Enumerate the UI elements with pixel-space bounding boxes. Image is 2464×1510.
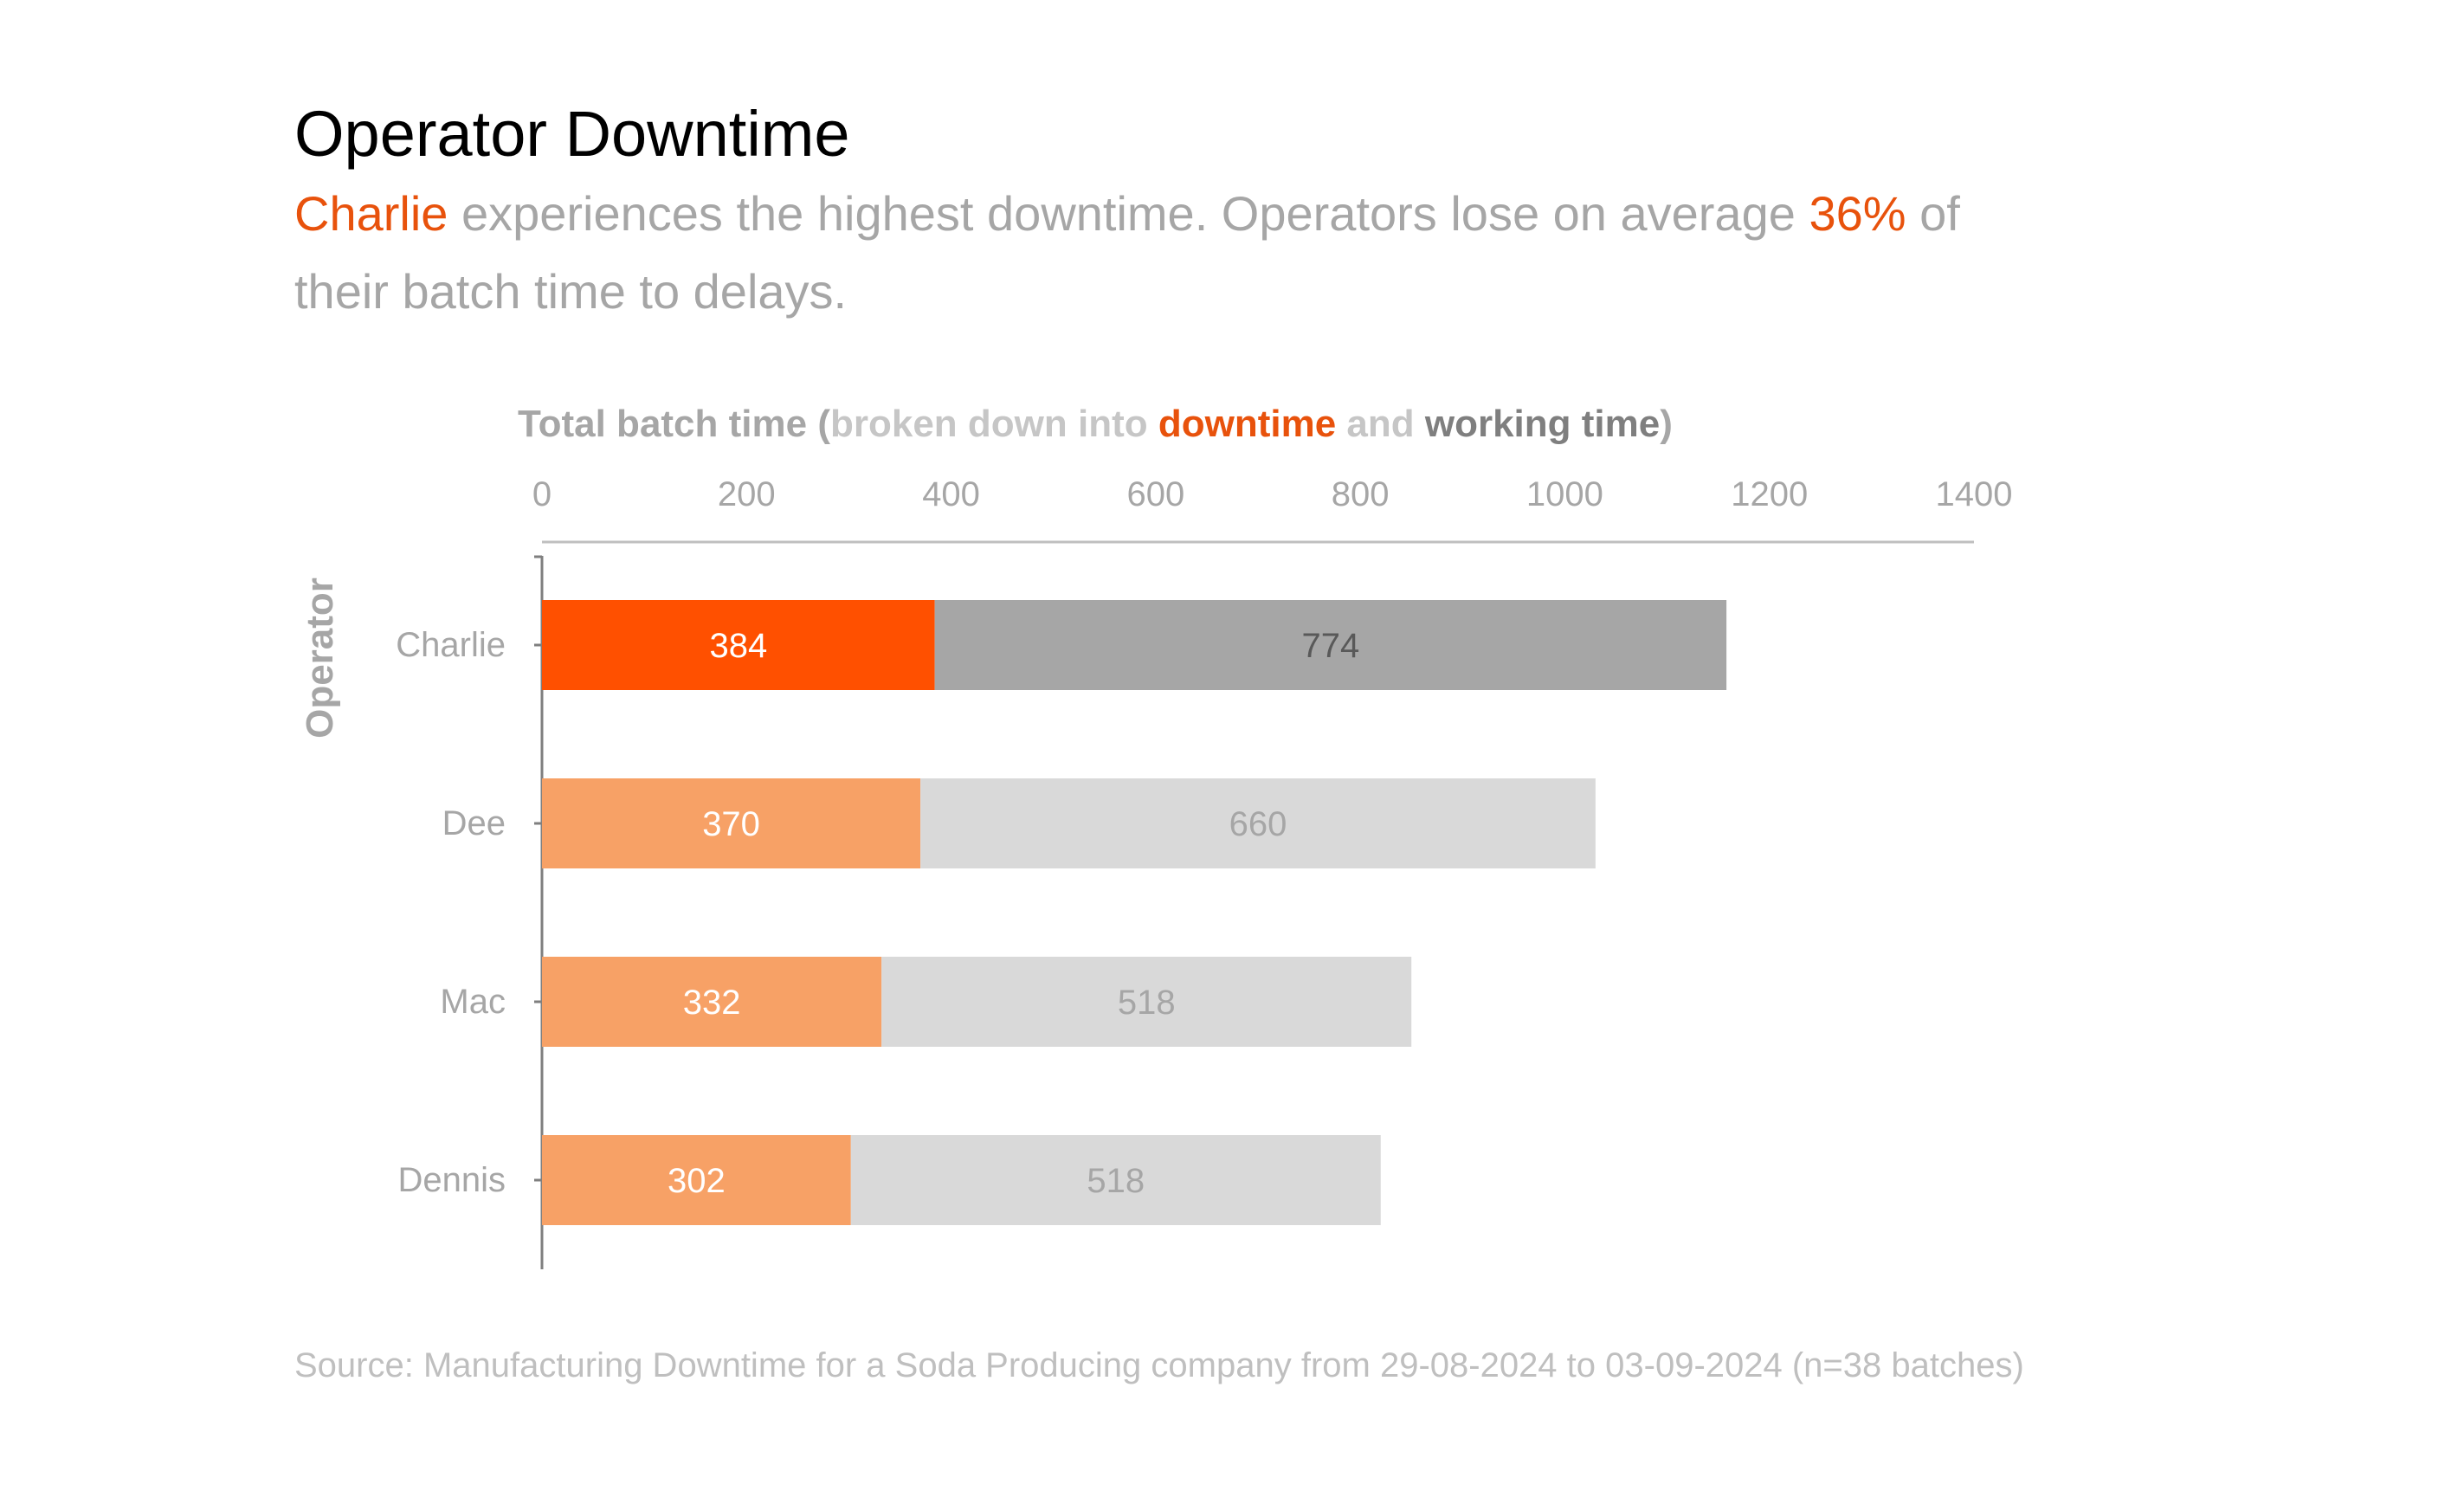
bar-downtime-dennis [542, 1135, 851, 1225]
data-label-downtime-dennis: 302 [668, 1162, 726, 1200]
bar-working-dee [920, 778, 1596, 868]
x-tick-label: 800 [1332, 475, 1390, 513]
x-axis-title: Total batch time (broken down into downt… [518, 403, 1673, 445]
category-label-dennis: Dennis [397, 1161, 506, 1199]
source-note: Source: Manufacturing Downtime for a Sod… [294, 1346, 2024, 1384]
axis-title-segment-0: Total batch time [518, 403, 817, 445]
data-label-working-dee: 660 [1229, 805, 1287, 843]
chart-title: Operator Downtime [294, 98, 850, 170]
data-label-downtime-mac: 332 [683, 984, 741, 1022]
x-tick-label: 1400 [1936, 475, 2013, 513]
x-axis-ticks: 0 200 400 600 800 1000 1200 1400 [532, 475, 2013, 513]
x-tick-label: 600 [1126, 475, 1184, 513]
bar-downtime-dee [542, 778, 921, 868]
chart-subtitle-line-1: Charlie experiences the highest downtime… [294, 186, 1960, 241]
axis-title-segment-2: broken down into [830, 403, 1158, 445]
bar-downtime-mac [542, 957, 882, 1047]
category-label-dee: Dee [442, 804, 506, 842]
subtitle-segment-1: experiences the highest downtime. Operat… [448, 186, 1809, 241]
subtitle-segment-3: of [1906, 186, 1961, 241]
subtitle-segment-2: 36% [1809, 186, 1906, 241]
x-tick-label: 1200 [1731, 475, 1808, 513]
data-label-working-mac: 518 [1118, 984, 1176, 1022]
bar-downtime-charlie [542, 600, 935, 690]
axis-title-segment-6: ) [1660, 403, 1673, 445]
x-tick-label: 200 [718, 475, 776, 513]
bar-working-mac [881, 957, 1412, 1047]
subtitle-segment-0: Charlie [294, 186, 448, 241]
axis-title-segment-5: working time [1424, 403, 1660, 445]
axis-title-segment-1: ( [817, 403, 830, 445]
data-label-downtime-dee: 370 [702, 805, 760, 843]
bar-working-charlie [934, 600, 1727, 690]
category-label-mac: Mac [440, 983, 506, 1021]
category-labels: Charlie Dee Mac Dennis [396, 626, 542, 1199]
data-label-working-dennis: 518 [1087, 1162, 1145, 1200]
bar-working-dennis [850, 1135, 1381, 1225]
x-tick-label: 400 [922, 475, 980, 513]
category-label-charlie: Charlie [396, 626, 506, 664]
data-label-working-charlie: 774 [1302, 627, 1360, 665]
x-tick-label: 0 [532, 475, 551, 513]
axis-title-segment-3: downtime [1158, 403, 1336, 445]
y-axis-title: Operator [299, 578, 341, 739]
axis-title-segment-4: and [1336, 403, 1425, 445]
chart-subtitle-line-2: their batch time to delays. [294, 264, 847, 319]
data-label-downtime-charlie: 384 [709, 627, 767, 665]
bars: 384 774 370 660 332 518 302 518 [542, 600, 1727, 1225]
x-tick-label: 1000 [1526, 475, 1603, 513]
